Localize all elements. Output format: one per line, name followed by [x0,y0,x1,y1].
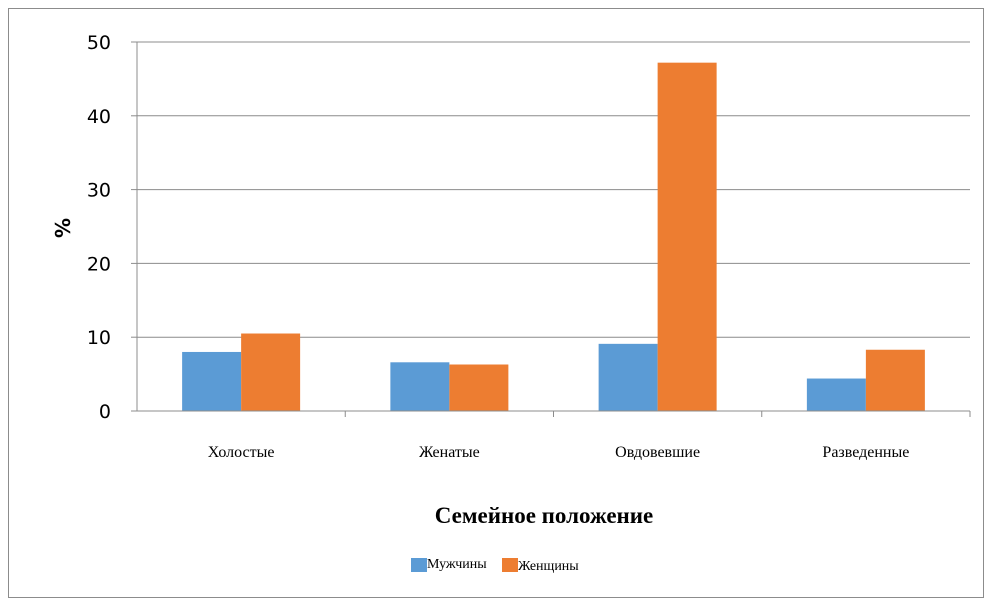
legend: Мужчины Женщины [411,557,579,574]
y-tick-label: 50 [87,32,111,54]
legend-swatch-men [411,558,427,572]
bar-men [182,351,242,411]
x-category-labels: Холостые Женатые Овдовевшие Разведенные [208,444,910,461]
legend-label-women: Женщины [518,559,579,574]
legend-swatch-women [502,558,518,572]
bar-women [657,62,717,411]
x-category-label: Овдовевшие [615,444,700,461]
y-tick-label: 40 [87,106,111,128]
bar-women [241,333,301,411]
bars [182,62,925,411]
y-axis-title: % [51,218,75,238]
x-axis-title: Семейное положение [435,503,654,528]
x-category-label: Разведенные [822,444,909,461]
y-tick-label: 10 [87,327,111,349]
bar-men [806,378,866,411]
bar-men [598,343,658,411]
bar-women [449,364,509,411]
x-category-label: Холостые [208,444,275,461]
chart-frame [8,8,984,598]
y-tick-label: 30 [87,180,111,202]
x-category-label: Женатые [419,444,480,461]
y-tick-labels: 0 10 20 30 40 50 [87,32,111,423]
legend-label-men: Мужчины [427,557,487,572]
y-tick-label: 0 [99,401,111,423]
bar-men [390,362,450,411]
axes [136,42,970,412]
y-tick-label: 20 [87,253,111,275]
bar-women [865,349,925,411]
